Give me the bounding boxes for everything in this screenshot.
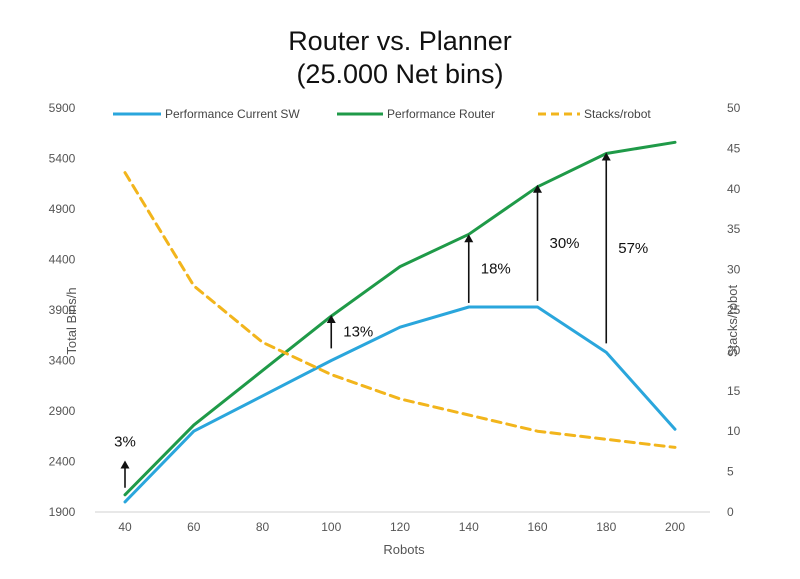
x-tick-label: 160 (527, 520, 547, 534)
annotation-label: 57% (618, 240, 648, 257)
y2-tick-label: 10 (727, 424, 741, 438)
y-tick-label: 2900 (49, 404, 76, 418)
y-tick-label: 5900 (49, 101, 76, 115)
legend-label-current-sw: Performance Current SW (165, 107, 300, 121)
series-line-stacks-per-robot (123, 171, 677, 449)
legend-label-stacks: Stacks/robot (584, 107, 651, 121)
y2-tick-label: 45 (727, 141, 741, 155)
x-tick-label: 120 (390, 520, 410, 534)
annotation-label: 18% (481, 261, 511, 278)
annotation-label: 3% (114, 433, 136, 450)
y-tick-label: 5400 (49, 152, 76, 166)
x-axis: 40 60 80 100 120 140 160 180 200 (118, 520, 685, 534)
y-axis-right: 0 5 10 15 20 25 30 35 40 45 50 (727, 101, 741, 519)
y2-axis-label: Stacks/robot (725, 284, 740, 357)
annotation-arrowhead (120, 460, 130, 469)
y2-tick-label: 35 (727, 222, 741, 236)
y2-tick-label: 30 (727, 263, 741, 277)
x-tick-label: 100 (321, 520, 341, 534)
y-tick-label: 3400 (49, 354, 76, 368)
x-tick-label: 200 (665, 520, 685, 534)
y2-tick-label: 20 (727, 343, 741, 357)
y-tick-label: 3900 (49, 303, 76, 317)
annotation-label: 30% (550, 235, 580, 252)
legend: Performance Current SW Performance Route… (113, 107, 651, 121)
legend-label-router: Performance Router (387, 107, 495, 121)
series-layer (123, 140, 677, 504)
chart-title: Router vs. Planner (288, 26, 512, 56)
chart-subtitle: (25.000 Net bins) (296, 59, 503, 89)
y2-tick-label: 0 (727, 505, 734, 519)
annotation-arrowhead (533, 184, 542, 193)
series-line-current-sw (123, 305, 677, 504)
y-tick-label: 1900 (49, 505, 76, 519)
x-tick-label: 140 (459, 520, 479, 534)
series-line-router (123, 140, 677, 497)
y2-tick-label: 25 (727, 303, 741, 317)
y2-tick-label: 50 (727, 101, 741, 115)
x-tick-label: 60 (187, 520, 201, 534)
y-tick-label: 4900 (49, 202, 76, 216)
x-tick-label: 80 (256, 520, 270, 534)
y-axis-label: Total Bins/h (64, 287, 79, 354)
x-tick-label: 40 (118, 520, 132, 534)
y-tick-label: 2400 (49, 455, 76, 469)
annotation-arrowhead (601, 152, 611, 161)
y2-tick-label: 40 (727, 182, 741, 196)
y-tick-label: 4400 (49, 253, 76, 267)
x-axis-label: Robots (383, 542, 425, 557)
annotations: 3% 13% 18% 30% 57% (114, 152, 648, 488)
y2-tick-label: 5 (727, 465, 734, 479)
y-axis-left: 1900 2400 2900 3400 3900 4400 4900 5400 5900 (49, 101, 76, 519)
annotation-arrowhead (326, 315, 336, 324)
annotation-label: 13% (343, 324, 373, 341)
annotation-arrowhead (464, 234, 474, 243)
x-tick-label: 180 (596, 520, 616, 534)
y2-tick-label: 15 (727, 384, 741, 398)
